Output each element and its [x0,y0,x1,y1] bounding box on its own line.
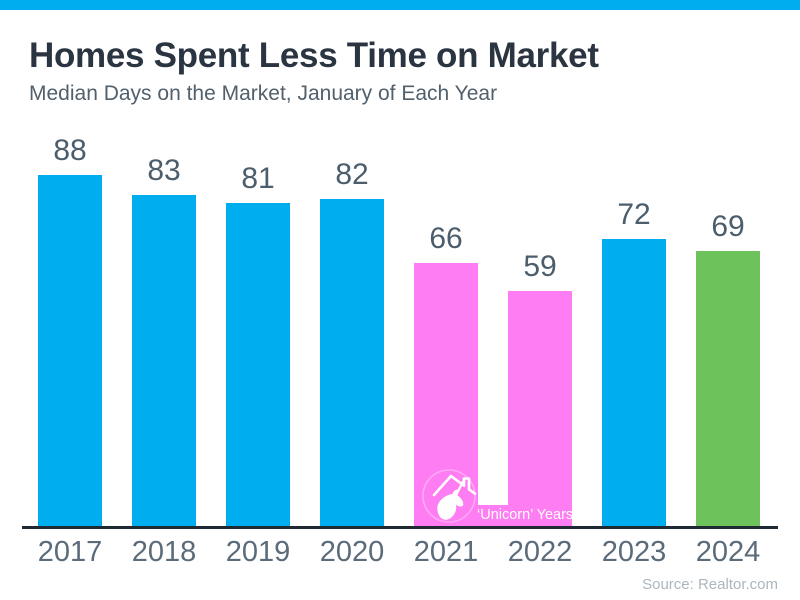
axis-label-2022: 2022 [507,536,573,568]
bar-2022 [508,291,572,527]
axis-label-2021: 2021 [413,536,479,568]
unicorn-house-icon [422,469,477,523]
value-label-2018: 83 [147,154,181,187]
value-label-2022: 59 [523,250,557,283]
bar-2024 [696,251,760,527]
axis-label-2019: 2019 [225,536,291,568]
source-attribution: Source: Realtor.com [642,576,778,593]
value-label-2021: 66 [429,222,463,255]
bar-2023 [602,239,666,527]
axis-label-2017: 2017 [37,536,103,568]
value-label-2023: 72 [617,198,651,231]
x-axis-line [22,526,778,529]
bar-2017 [38,175,102,527]
value-label-2019: 81 [241,162,275,195]
page-title: Homes Spent Less Time on Market [29,36,599,75]
bar-2019 [226,203,290,527]
value-label-2017: 88 [53,134,87,167]
value-label-2020: 82 [335,158,369,191]
axis-label-2024: 2024 [695,536,761,568]
top-accent-bar [0,0,800,10]
axis-label-2018: 2018 [131,536,197,568]
value-label-2024: 69 [711,210,745,243]
unicorn-years-label: ‘Unicorn’ Years [477,507,574,523]
axis-label-2023: 2023 [601,536,667,568]
bar-2020 [320,199,384,527]
chart-subtitle: Median Days on the Market, January of Ea… [29,82,498,105]
axis-label-2020: 2020 [319,536,385,568]
bar-2018 [132,195,196,527]
